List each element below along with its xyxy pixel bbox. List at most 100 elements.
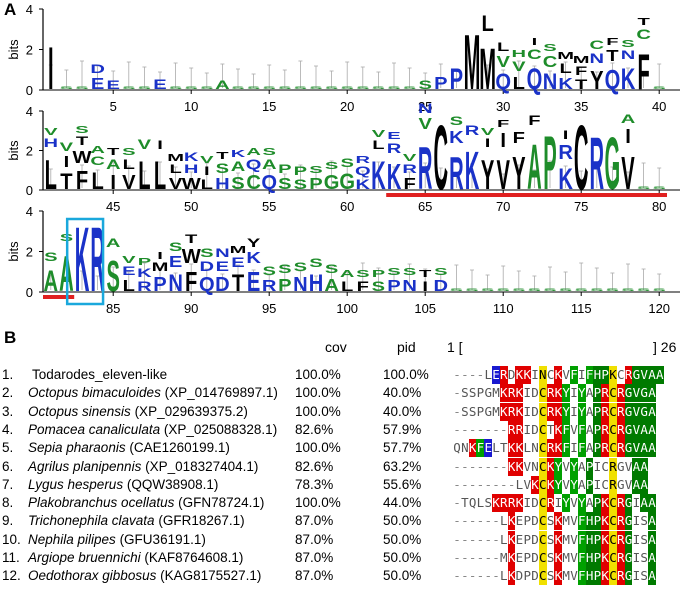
residue: Y (554, 457, 563, 476)
residue: - (468, 458, 477, 474)
logo-letter: S (200, 86, 214, 90)
table-row: 2. Octopus bimaculoides (XP_014769897.1) 1… (0, 384, 685, 404)
residue: - (476, 513, 485, 529)
residue: - (476, 458, 485, 474)
residue: T (500, 440, 508, 456)
residue: E (515, 513, 524, 529)
cov-value: 82.6% (295, 458, 334, 474)
residue: A (632, 457, 641, 476)
residue: I (523, 421, 531, 437)
residue: I (570, 403, 578, 419)
residue: D (531, 403, 539, 419)
logo-letter: M (167, 153, 184, 164)
residue: F (585, 366, 594, 384)
residue: - (461, 513, 469, 529)
residue: - (453, 513, 461, 529)
residue: V (523, 476, 531, 492)
logo-letter: E (153, 76, 166, 92)
logo-letter: L (123, 156, 136, 172)
logo-letter: S (75, 86, 89, 90)
residue: F (577, 439, 586, 458)
logo-letter: S (387, 86, 401, 90)
residue: G (624, 567, 633, 586)
residue: - (461, 550, 469, 565)
cov-value: 82.6% (295, 421, 334, 437)
residue: F (577, 512, 586, 531)
residue: V (523, 458, 531, 474)
residue: I (570, 440, 578, 456)
residue: I (632, 568, 641, 584)
residue: R (616, 567, 625, 586)
logo-letter: L (481, 12, 493, 36)
logo-letter: C (90, 154, 105, 168)
residue: M (500, 550, 508, 565)
residue: R (546, 494, 555, 513)
logo-letter: S (356, 269, 369, 280)
residue: V (562, 458, 570, 474)
residue: R (608, 475, 617, 494)
residue: C (608, 402, 617, 421)
logo-letter: K (231, 149, 246, 160)
residue: G (640, 402, 648, 421)
residue: R (507, 402, 516, 421)
residue: V (562, 367, 570, 382)
pid-value: 50.0% (383, 550, 422, 565)
species-name: Agrilus planipennis (XP_018327404.1) (28, 459, 258, 474)
panel-a-label: A (4, 0, 17, 19)
logo-letter: V (621, 148, 635, 200)
residue: K (554, 549, 563, 567)
logo-letter: V (481, 127, 495, 138)
alignment-sequence: --------LVKCKYVYAPICRGVAA (453, 475, 648, 496)
logo-letter: L (123, 277, 135, 295)
logo-letter: Q (199, 274, 215, 296)
logo-letter: N (418, 100, 433, 116)
logo-letter: N (168, 269, 183, 296)
logo-letter: E (216, 258, 229, 274)
residue: - (468, 367, 477, 382)
residue: I (523, 495, 531, 511)
residue: S (484, 495, 492, 511)
residue: G (624, 402, 633, 421)
logo-letter: Y (512, 148, 526, 200)
residue: K (554, 512, 563, 531)
logo-letter: S (652, 186, 666, 190)
logo-letter: R (387, 140, 402, 156)
residue: - (453, 476, 461, 492)
residue: P (601, 366, 609, 384)
logo-letter: S (496, 288, 510, 292)
logo-letter: S (403, 267, 416, 278)
logo-letter: R (262, 277, 277, 295)
residue: V (570, 421, 578, 437)
residue: G (624, 420, 633, 439)
residue: - (461, 367, 469, 382)
logo-letter: H (309, 269, 324, 296)
logo-letter: R (465, 122, 480, 138)
residue: D (515, 568, 524, 584)
residue: S (640, 568, 648, 584)
residue: K (515, 457, 524, 476)
logo-letter: S (309, 86, 323, 90)
residue: P (593, 549, 602, 567)
residue: V (640, 366, 648, 384)
logo-letter: I (157, 138, 163, 152)
logo-letter: K (246, 249, 261, 267)
residue: M (562, 550, 570, 565)
logo-letter: S (122, 147, 135, 158)
residue: A (640, 439, 648, 458)
logo-letter: M (152, 260, 169, 274)
residue: V (624, 458, 633, 474)
logo-letter: N (293, 274, 308, 296)
residue: A (585, 495, 594, 511)
logo-letter: D (200, 258, 215, 274)
residue: S (640, 531, 648, 547)
logo-letter: S (309, 165, 322, 176)
logo-letter: E (387, 131, 400, 142)
species-name: Octopus sinensis (XP_029639375.2) (28, 404, 248, 419)
residue: - (484, 550, 492, 565)
residue: R (601, 402, 609, 421)
row-number: 2. (2, 385, 14, 401)
residue: H (593, 366, 602, 384)
residue: Y (562, 384, 570, 403)
logo-letter: P (372, 269, 386, 280)
residue: K (507, 549, 516, 567)
